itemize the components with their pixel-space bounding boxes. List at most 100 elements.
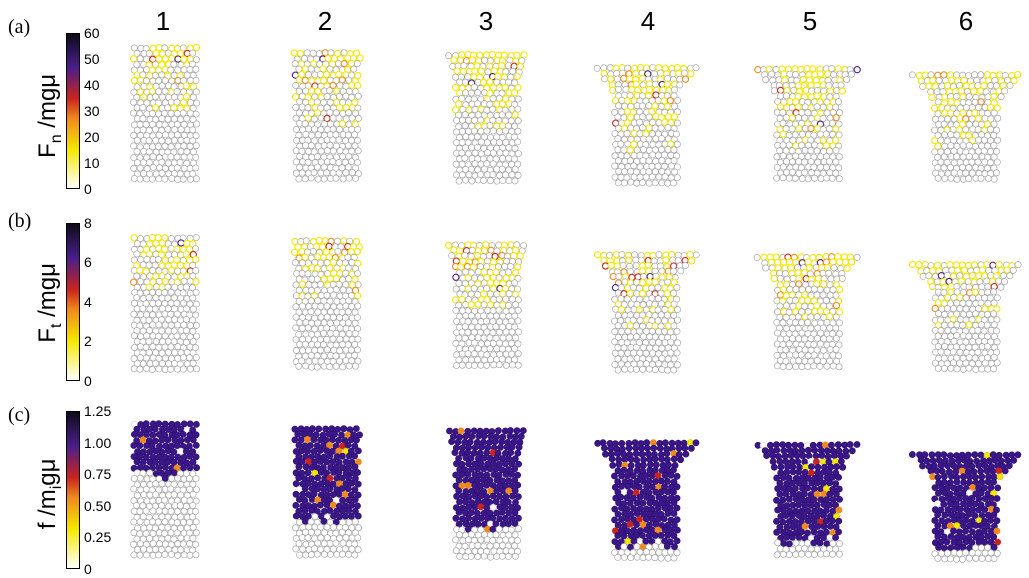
grain (142, 300, 150, 307)
grain (776, 523, 784, 531)
grain (299, 347, 306, 354)
grain (798, 319, 805, 326)
pile-panel-r1-c2 (290, 49, 364, 183)
grain (949, 315, 957, 323)
grain (311, 125, 318, 133)
grain (143, 551, 150, 559)
grain (654, 505, 662, 512)
grain (779, 550, 787, 558)
grain (798, 550, 805, 558)
grain (935, 489, 942, 497)
grain (664, 554, 672, 562)
grain (339, 153, 346, 160)
grain (636, 327, 643, 335)
grain (801, 335, 809, 343)
grain (836, 540, 843, 547)
grain (671, 543, 678, 551)
grain (149, 153, 157, 160)
grain (474, 89, 481, 97)
grain (332, 174, 340, 182)
grain (826, 147, 833, 155)
grain (151, 104, 160, 112)
grain (471, 67, 479, 75)
grain (464, 482, 472, 489)
grain (614, 135, 622, 143)
grain (817, 340, 824, 348)
grain (177, 524, 184, 532)
grain (664, 311, 671, 319)
grain (624, 483, 632, 490)
grain (614, 179, 622, 187)
grain (292, 545, 300, 553)
grain (947, 174, 955, 182)
grain (630, 349, 637, 357)
grain (813, 92, 821, 100)
grain (1001, 278, 1008, 285)
grain (339, 452, 346, 460)
grain (483, 317, 490, 325)
grain (158, 458, 166, 466)
grain (130, 518, 138, 526)
grain (455, 508, 463, 516)
grain (173, 88, 181, 95)
grain (962, 126, 969, 133)
grain (965, 364, 973, 372)
grain (498, 111, 506, 119)
grain (987, 125, 994, 133)
grain (978, 283, 986, 291)
grain (825, 335, 833, 343)
grain (917, 77, 925, 85)
grain (835, 485, 843, 493)
grain (990, 153, 998, 161)
grain (823, 264, 832, 272)
grain (338, 485, 346, 492)
grain (934, 174, 942, 182)
grain (139, 502, 147, 510)
grain (508, 443, 516, 451)
cbar-b-tick: 8 (84, 215, 92, 231)
grain (627, 178, 635, 186)
grain (763, 452, 770, 459)
grain (332, 539, 340, 547)
grain (965, 175, 972, 183)
grain (614, 521, 622, 529)
grain (785, 551, 793, 558)
grain (189, 137, 197, 145)
grain (774, 539, 782, 547)
grain (826, 490, 834, 498)
grain (801, 114, 809, 122)
grain (832, 301, 841, 310)
grain (501, 83, 509, 92)
grain (981, 158, 989, 166)
grain (822, 352, 830, 360)
grain (607, 75, 615, 83)
grain (192, 508, 199, 515)
grain (307, 442, 314, 449)
grain (139, 459, 147, 466)
grain (983, 260, 991, 269)
grain (339, 286, 347, 294)
grain (130, 131, 138, 139)
grain (943, 81, 952, 90)
grain (934, 365, 942, 372)
grain (962, 538, 970, 546)
grain (486, 345, 494, 353)
grain (804, 319, 812, 326)
grain (336, 357, 343, 365)
grain (826, 479, 834, 487)
grain (801, 169, 808, 176)
grain (345, 319, 352, 327)
grain (186, 475, 193, 482)
grain (655, 494, 663, 501)
grain (770, 275, 778, 283)
grain (130, 44, 138, 52)
grain (984, 478, 992, 486)
grain (692, 64, 700, 72)
grain (468, 531, 475, 538)
grain (180, 354, 187, 361)
grain (496, 149, 504, 157)
grain (189, 359, 197, 367)
grain (180, 365, 187, 373)
grain (632, 262, 640, 269)
grain (832, 125, 840, 133)
